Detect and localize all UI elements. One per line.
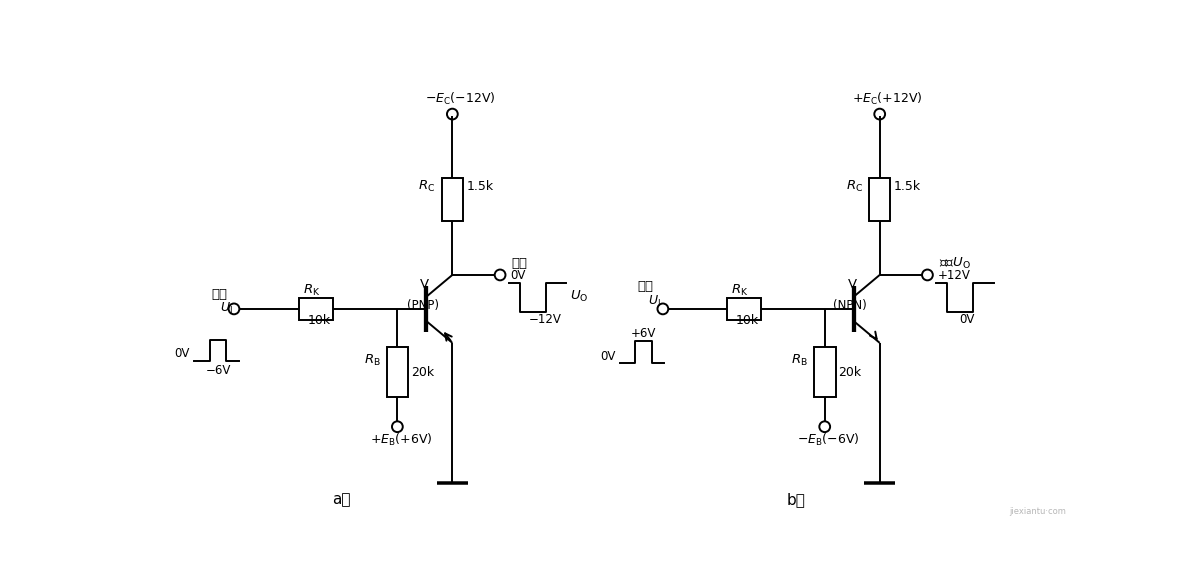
Bar (868, 178, 890, 221)
Text: 输入: 输入 (211, 288, 228, 301)
Text: 输入: 输入 (638, 280, 653, 294)
Text: −6V: −6V (205, 364, 231, 377)
Text: +6V: +6V (632, 328, 657, 340)
Text: V: V (420, 278, 430, 291)
Text: $R_{\mathrm{C}}$: $R_{\mathrm{C}}$ (846, 179, 862, 194)
Text: $-E_{\mathrm{C}}(-12\mathrm{V})$: $-E_{\mathrm{C}}(-12\mathrm{V})$ (425, 91, 495, 106)
Text: 10k: 10k (307, 314, 331, 327)
Text: $R_{\mathrm{C}}$: $R_{\mathrm{C}}$ (418, 179, 436, 194)
Bar (299, 298, 333, 319)
Text: $U_{\mathrm{O}}$: $U_{\mathrm{O}}$ (570, 289, 588, 304)
Text: 0V: 0V (510, 269, 526, 282)
Text: (NPN): (NPN) (833, 299, 867, 312)
Bar (814, 347, 836, 397)
Text: 20k: 20k (411, 366, 435, 379)
Text: $U_{\mathrm{I}}$: $U_{\mathrm{I}}$ (220, 301, 233, 316)
Text: 1.5k: 1.5k (894, 180, 921, 193)
Text: 20k: 20k (838, 366, 861, 379)
Text: $R_{\mathrm{B}}$: $R_{\mathrm{B}}$ (364, 353, 381, 369)
Text: jiexiantu·com: jiexiantu·com (1009, 508, 1065, 517)
Text: $R_{\mathrm{K}}$: $R_{\mathrm{K}}$ (303, 283, 321, 298)
Text: +12V: +12V (938, 269, 970, 282)
Bar (727, 298, 760, 319)
Text: 10k: 10k (736, 314, 759, 327)
Text: 0V: 0V (960, 314, 974, 326)
Text: 输出: 输出 (512, 257, 527, 270)
Text: 0V: 0V (174, 347, 190, 360)
Text: 输出$U_{\mathrm{O}}$: 输出$U_{\mathrm{O}}$ (939, 256, 970, 271)
Text: $U_{\mathrm{I}}$: $U_{\mathrm{I}}$ (649, 294, 662, 309)
Text: 0V: 0V (599, 350, 615, 363)
Text: V: V (848, 278, 856, 291)
Text: 1.5k: 1.5k (466, 180, 494, 193)
Text: $+E_{\mathrm{C}}(+12\mathrm{V})$: $+E_{\mathrm{C}}(+12\mathrm{V})$ (853, 91, 922, 106)
Text: $R_{\mathrm{B}}$: $R_{\mathrm{B}}$ (791, 353, 808, 369)
Bar (442, 178, 464, 221)
Text: $+E_{\mathrm{B}}(+6\mathrm{V})$: $+E_{\mathrm{B}}(+6\mathrm{V})$ (370, 432, 432, 448)
Text: b）: b） (787, 492, 806, 507)
Bar (387, 347, 408, 397)
Text: a）: a） (333, 492, 351, 507)
Text: (PNP): (PNP) (407, 299, 438, 312)
Text: $R_{\mathrm{K}}$: $R_{\mathrm{K}}$ (731, 283, 748, 298)
Text: −12V: −12V (528, 314, 562, 326)
Text: $-E_{\mathrm{B}}(-6\mathrm{V})$: $-E_{\mathrm{B}}(-6\mathrm{V})$ (797, 432, 860, 448)
